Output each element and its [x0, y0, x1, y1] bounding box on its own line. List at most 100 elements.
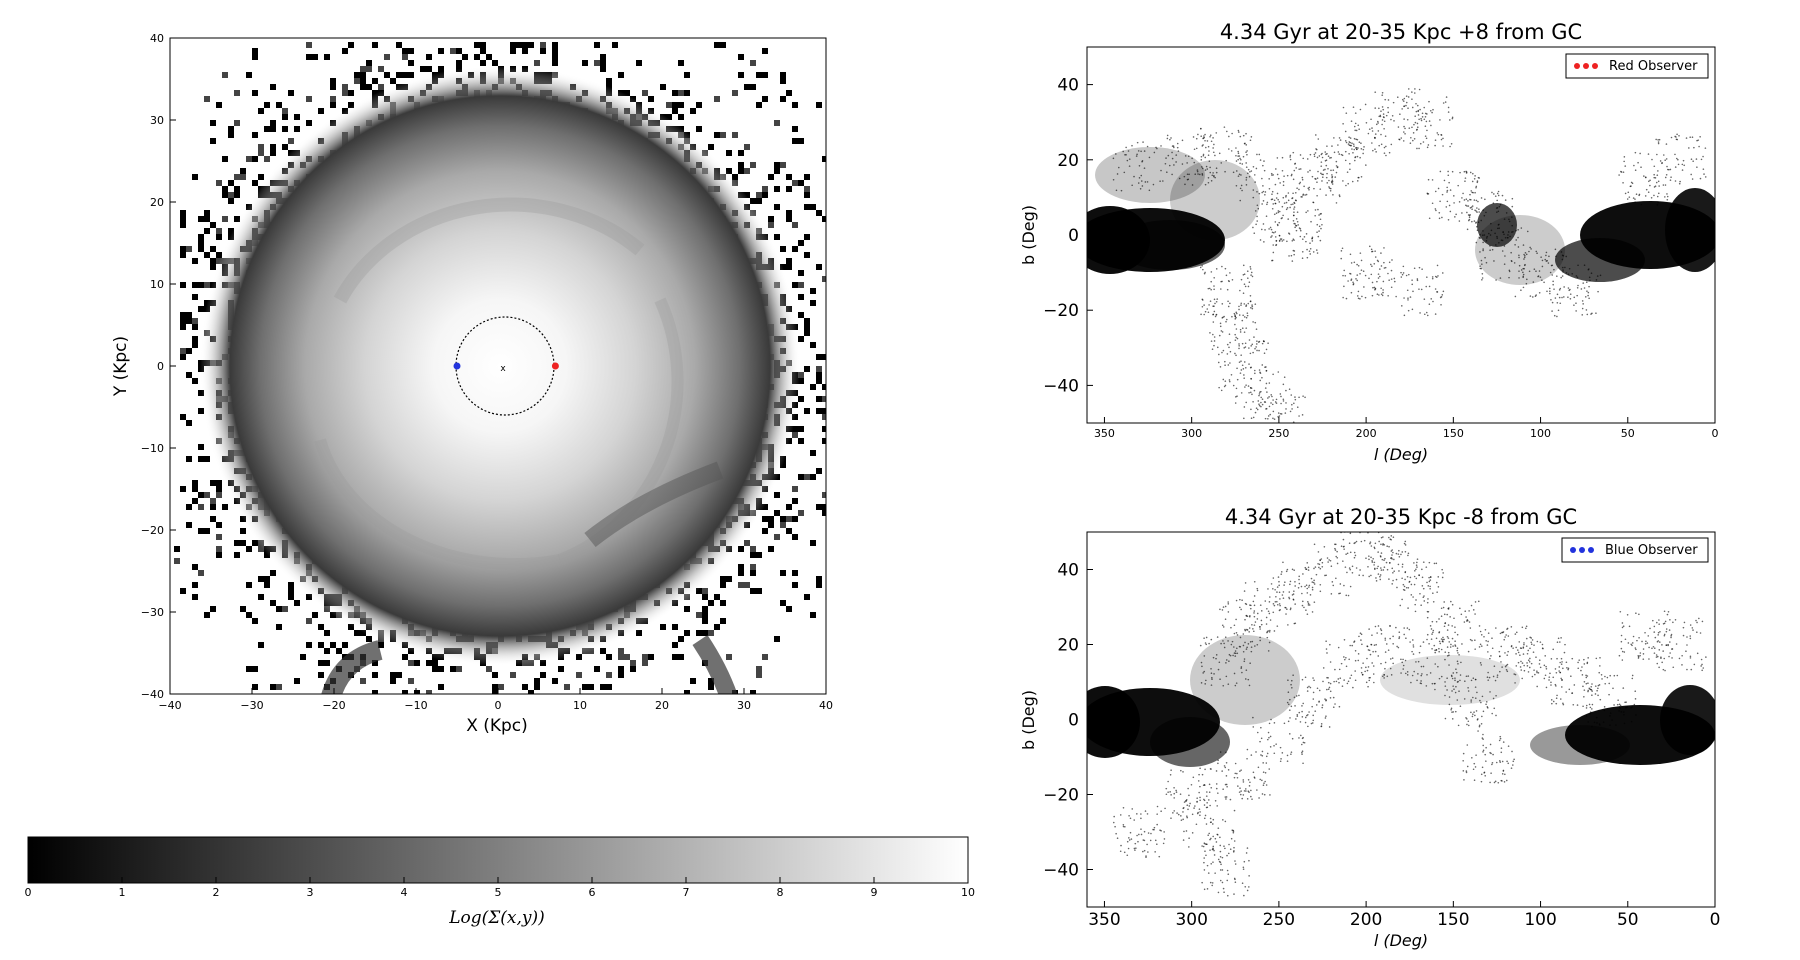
- scatter-point: [1306, 158, 1309, 160]
- density-pixel: [216, 234, 222, 240]
- scatter-point: [1403, 542, 1406, 545]
- scatter-point: [1463, 199, 1466, 201]
- scatter-point: [1213, 285, 1215, 287]
- scatter-point: [1272, 577, 1275, 579]
- density-pixel: [792, 582, 798, 588]
- scatter-point: [1255, 346, 1257, 348]
- scatter-point: [1583, 689, 1586, 691]
- scatter-point: [1403, 585, 1406, 588]
- scatter-point: [1432, 600, 1435, 603]
- scatter-point: [1479, 265, 1481, 267]
- scatter-point: [1697, 139, 1700, 141]
- density-pixel: [792, 426, 798, 432]
- scatter-point: [1274, 221, 1277, 223]
- scatter-point: [1665, 143, 1668, 145]
- density-pixel: [666, 114, 672, 120]
- scatter-point: [1245, 132, 1247, 135]
- scatter-point: [1426, 146, 1429, 149]
- scatter-point: [1233, 624, 1236, 627]
- density-pixel: [744, 84, 750, 90]
- scatter-point: [1268, 396, 1270, 398]
- scatter-point: [1498, 205, 1501, 208]
- scatter-point: [1252, 166, 1255, 168]
- scatter-point: [1264, 401, 1267, 403]
- scatter-point: [1228, 280, 1230, 283]
- density-pixel: [666, 102, 672, 108]
- scatter-point: [1256, 191, 1258, 193]
- density-pixel: [792, 570, 798, 576]
- scatter-point: [1305, 568, 1307, 570]
- scatter-point: [1416, 558, 1419, 560]
- top-scatter-panel: 4.34 Gyr at 20-35 Kpc +8 from GC 350 300 2…: [1019, 20, 1719, 464]
- density-pixel: [324, 630, 330, 636]
- scatter-point: [1203, 313, 1205, 316]
- scatter-point: [1308, 586, 1310, 588]
- scatter-point: [1242, 292, 1245, 295]
- density-pixel: [606, 654, 612, 660]
- scatter-point: [1222, 788, 1224, 790]
- scatter-point: [1213, 340, 1216, 342]
- density-pixel: [228, 198, 234, 204]
- scatter-point: [1301, 238, 1304, 240]
- scatter-point: [1415, 564, 1418, 567]
- scatter-point: [1479, 251, 1481, 253]
- scatter-point: [1173, 810, 1176, 812]
- scatter-point: [1296, 211, 1299, 213]
- scatter-point: [1244, 285, 1247, 288]
- scatter-point: [1560, 637, 1562, 639]
- scatter-point: [1234, 772, 1237, 775]
- scatter-point: [1496, 192, 1499, 195]
- scatter-point: [1391, 554, 1393, 556]
- scatter-point: [1224, 267, 1227, 270]
- scatter-point: [1662, 154, 1665, 156]
- scatter-point: [1140, 174, 1143, 177]
- scatter-point: [1310, 577, 1313, 580]
- density-pixel: [198, 528, 204, 534]
- scatter-point: [1443, 179, 1446, 182]
- scatter-point: [1552, 700, 1555, 703]
- map-y-label: Y (Kpc): [111, 336, 131, 397]
- scatter-point: [1270, 236, 1272, 238]
- top-chart-title: 4.34 Gyr at 20-35 Kpc +8 from GC: [1220, 20, 1582, 44]
- scatter-point: [1380, 143, 1383, 146]
- density-pixel: [822, 438, 826, 444]
- scatter-point: [1404, 127, 1406, 130]
- scatter-point: [1160, 810, 1162, 813]
- scatter-point: [1302, 193, 1305, 196]
- scatter-point: [1212, 151, 1215, 154]
- scatter-point: [1286, 174, 1289, 177]
- scatter-point: [1329, 697, 1332, 699]
- scatter-point: [1371, 560, 1373, 562]
- density-pixel: [678, 654, 684, 660]
- scatter-point: [1288, 388, 1291, 390]
- scatter-point: [1424, 135, 1427, 137]
- scatter-point: [1312, 201, 1314, 204]
- scatter-point: [1325, 164, 1328, 167]
- scatter-point: [1254, 181, 1256, 183]
- scatter-point: [1555, 697, 1558, 700]
- scatter-point: [1349, 568, 1352, 571]
- scatter-point: [1402, 583, 1405, 586]
- scatter-point: [1475, 185, 1478, 188]
- scatter-point: [1328, 186, 1330, 188]
- scatter-point: [1316, 194, 1318, 197]
- scatter-point: [1407, 96, 1410, 98]
- scatter-point: [1447, 111, 1450, 113]
- scatter-point: [1203, 670, 1206, 673]
- scatter-point: [1274, 588, 1276, 591]
- scatter-point: [1245, 614, 1248, 617]
- scatter-point: [1392, 551, 1394, 554]
- scatter-point: [1400, 305, 1403, 307]
- scatter-point: [1197, 133, 1199, 136]
- scatter-point: [1324, 574, 1326, 577]
- density-pixel: [402, 72, 408, 78]
- scatter-point: [1458, 220, 1461, 222]
- scatter-point: [1503, 781, 1506, 783]
- density-pixel: [204, 228, 210, 234]
- density-pixel: [216, 552, 222, 558]
- scatter-point: [1446, 677, 1448, 680]
- scatter-point: [1435, 637, 1438, 640]
- scatter-point: [1213, 310, 1216, 313]
- scatter-point: [1550, 658, 1553, 660]
- scatter-point: [1669, 641, 1671, 643]
